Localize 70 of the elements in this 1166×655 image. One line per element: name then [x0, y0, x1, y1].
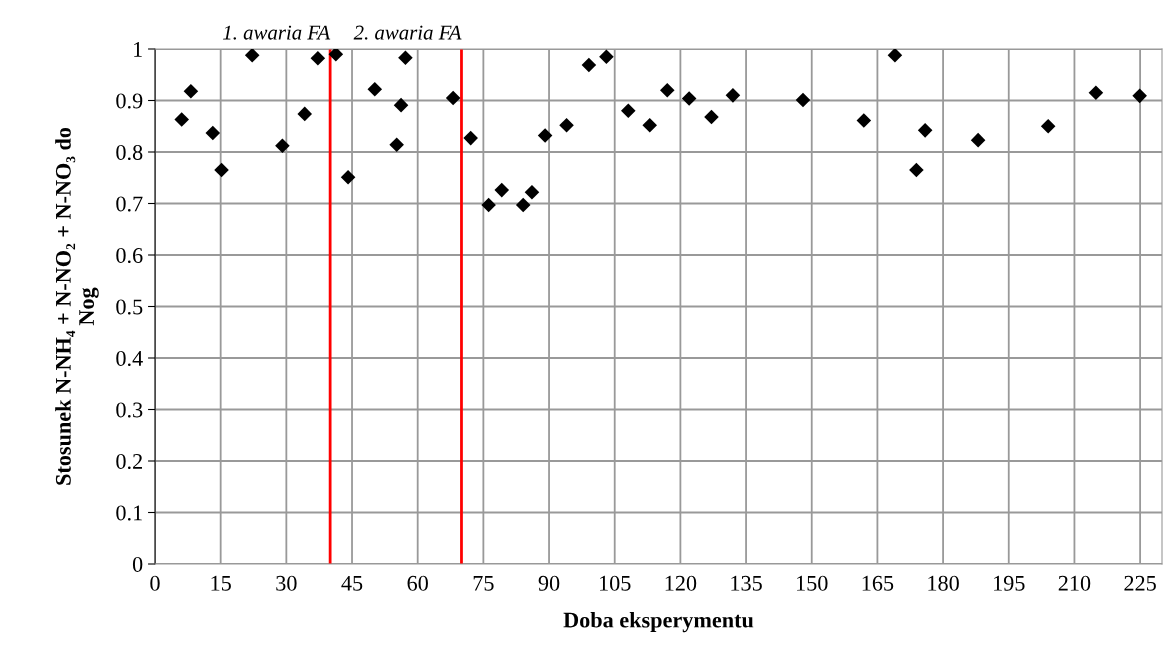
point	[537, 128, 553, 143]
y-tick-label: 0.7	[116, 196, 143, 212]
point	[681, 91, 697, 106]
x-tick-label: 225	[1124, 575, 1156, 591]
point	[275, 138, 290, 154]
point	[310, 50, 326, 66]
point	[725, 88, 741, 103]
point	[214, 162, 229, 178]
y-tick-label: 0.2	[116, 453, 142, 470]
y-tick-label: 0.1	[116, 505, 142, 521]
x-tick-label: 210	[1058, 575, 1091, 591]
point	[795, 92, 811, 108]
point	[970, 132, 986, 148]
point	[174, 112, 189, 127]
point	[393, 97, 409, 113]
point	[581, 57, 597, 73]
point	[621, 103, 636, 119]
y-tick-label: 0.5	[116, 299, 143, 315]
x-tick-label: 105	[600, 575, 631, 591]
y-tick-label: 0.8	[116, 144, 143, 161]
point	[367, 81, 383, 97]
point	[297, 106, 313, 122]
x-tick-label: 75	[473, 575, 494, 591]
x-tick-label: 30	[276, 575, 297, 591]
x-tick-label: 60	[407, 575, 428, 591]
y-tick-label: 1	[134, 42, 142, 57]
ref-line-label: 1. awaria FA	[223, 25, 331, 40]
x-tick-label: 165	[862, 575, 894, 591]
point	[1040, 118, 1056, 134]
point	[524, 184, 540, 200]
point	[704, 109, 719, 125]
point	[398, 50, 413, 66]
point	[887, 49, 903, 63]
ref-line-label: 2. awaria FA	[353, 25, 462, 40]
point	[1132, 88, 1147, 104]
x-tick-label: 150	[797, 575, 828, 591]
point	[494, 182, 510, 198]
point	[642, 117, 658, 133]
point	[328, 49, 344, 62]
y-tick-label: 0.4	[116, 350, 143, 367]
point	[599, 49, 614, 65]
point	[244, 49, 260, 63]
y-axis-title: Stosunek N-NH₄ + N-NO₂ + N-NO₃ do Nog	[55, 127, 99, 485]
y-tick-label: 0.9	[116, 93, 143, 109]
x-tick-label: 195	[994, 575, 1025, 591]
point	[183, 83, 199, 99]
y-tick-label: 0.3	[116, 402, 143, 418]
point	[1088, 85, 1104, 101]
point	[856, 113, 872, 128]
point	[389, 137, 404, 153]
x-tick-label: 90	[538, 575, 560, 591]
point	[515, 197, 531, 213]
x-axis-title: Doba eksperymentu	[563, 611, 754, 633]
point	[909, 162, 924, 178]
x-tick-label: 135	[731, 575, 762, 591]
point	[481, 197, 496, 213]
x-tick-label: 15	[211, 575, 231, 591]
point	[917, 123, 933, 138]
x-tick-label: 0	[150, 575, 160, 591]
point	[445, 90, 461, 106]
y-tick-label: 0	[132, 556, 143, 572]
x-tick-label: 180	[928, 575, 959, 591]
point	[463, 130, 478, 146]
x-tick-label: 120	[665, 575, 697, 591]
x-tick-label: 45	[341, 575, 363, 591]
point	[659, 82, 675, 98]
point	[340, 169, 356, 185]
y-tick-label: 0.6	[116, 247, 143, 264]
point	[205, 125, 221, 141]
point	[559, 117, 574, 133]
